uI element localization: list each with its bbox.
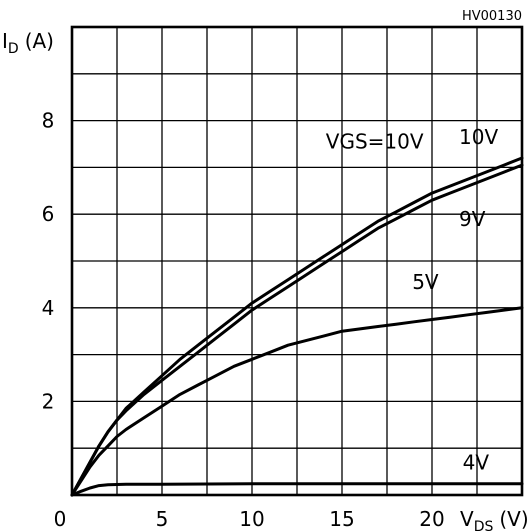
curve-label-5v: 5V [412,270,439,294]
curve-labels: 10V 9V 5V 4V [412,125,498,474]
x-axis-label-main: V [460,507,474,531]
y-axis-label: ID (A) [2,29,54,57]
y-tick-label: 2 [42,389,55,413]
curve-label-4v: 4V [463,450,490,474]
y-axis-label-sub: D [8,41,19,57]
curve-vgs-4v [70,482,524,497]
y-axis-label-unit: (A) [25,29,54,53]
curve-vgs-9v [70,163,524,497]
curve-label-10v: 10V [459,125,498,149]
x-tick-label: 0 [54,507,67,531]
figure-code: HV00130 [462,9,522,24]
y-tick-label: 8 [42,109,55,133]
curves [70,156,524,497]
x-axis-label-unit: (V) [499,507,528,531]
y-tick-label: 6 [42,202,55,226]
legend-title: VGS=10V [326,130,424,154]
x-tick-label: 15 [329,507,354,531]
x-axis-label: VDS (V) [460,507,529,531]
grid [70,25,524,497]
curve-vgs-5v [70,306,524,497]
x-tick-label: 5 [156,507,169,531]
y-tick-label: 4 [42,296,55,320]
x-tick-label: 20 [419,507,444,531]
curve-label-9v: 9V [459,207,486,231]
tick-labels: 0 5 10 15 20 2 4 6 8 [42,109,445,531]
y-axis-label-main: I [2,29,8,53]
x-tick-label: 10 [239,507,264,531]
x-axis-label-sub: DS [474,519,494,531]
plot-frame [70,25,524,497]
